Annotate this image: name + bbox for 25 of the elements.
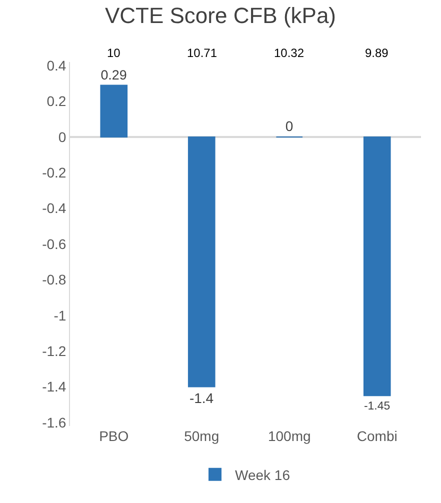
- x-tick-label: 50mg: [184, 428, 220, 444]
- data-label: -1.4: [189, 390, 214, 406]
- x-tick-label: PBO: [99, 428, 129, 444]
- x-tick-label: 100mg: [268, 428, 311, 444]
- chart-title: VCTE Score CFB (kPa): [104, 2, 336, 28]
- y-tick-label: -1.2: [42, 342, 66, 359]
- data-label: -1.45: [364, 400, 390, 412]
- data-label: 0.29: [100, 67, 127, 82]
- y-tick-label: 0.4: [46, 57, 66, 74]
- y-tick-label: 0: [58, 128, 66, 145]
- legend-label: Week 16: [235, 466, 290, 483]
- y-tick-label: -0.4: [42, 200, 66, 216]
- x-tick-label: Combi: [356, 428, 398, 444]
- y-tick-label: -1: [54, 307, 66, 324]
- y-tick-label: -1.4: [42, 378, 66, 395]
- text: 9.89: [365, 46, 389, 60]
- y-tick-label: -0.6: [42, 236, 66, 252]
- y-tick-label: -1.6: [42, 414, 66, 430]
- y-tick-label: -0.2: [42, 164, 66, 181]
- text: 10.71: [187, 46, 218, 60]
- text: 10.32: [274, 46, 304, 60]
- y-tick-label: -0.8: [42, 272, 66, 288]
- text: 10: [107, 46, 121, 60]
- y-tick-label: 0.2: [46, 93, 66, 110]
- data-label: 0: [285, 118, 294, 134]
